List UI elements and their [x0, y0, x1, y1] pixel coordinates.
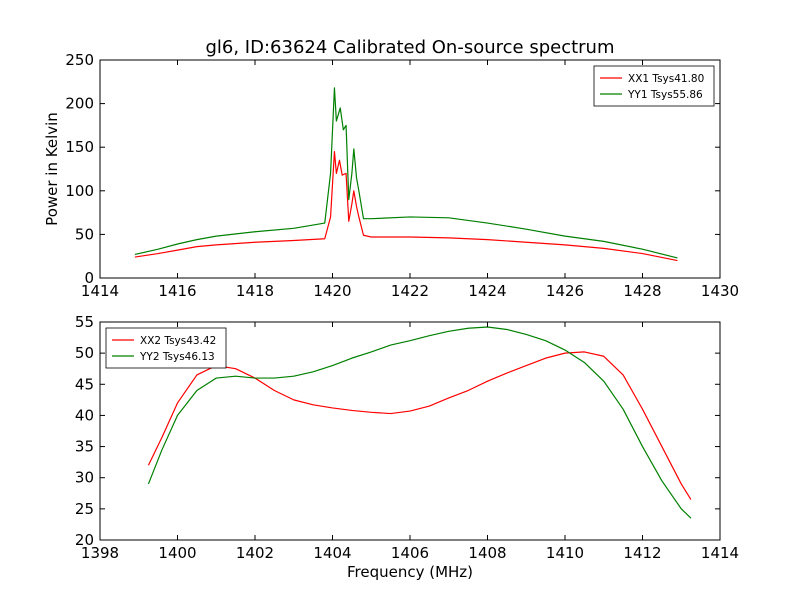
top-legend-label-2: YY1 Tsys55.86: [627, 89, 703, 101]
bottom-y-tick-label: 30: [75, 469, 94, 487]
top-x-tick-label: 1420: [313, 282, 351, 300]
bottom-x-tick-label: 1398: [81, 544, 119, 562]
top-legend: XX1 Tsys41.80 YY1 Tsys55.86: [593, 65, 715, 107]
top-series-line-2: [134, 87, 678, 259]
bottom-y-tick-label: 40: [75, 406, 94, 424]
top-y-tick-label: 200: [65, 95, 94, 113]
top-y-tick-label: 250: [65, 51, 94, 69]
top-x-tick-label: 1428: [623, 282, 661, 300]
bottom-spectrum-panel: 1398 1400 1402 1404 1406 1408 1410 1412 1414 20 25…: [75, 313, 739, 562]
bottom-legend-label-1: XX2 Tsys43.42: [140, 335, 216, 347]
top-x-tick-label: 1414: [81, 282, 119, 300]
bottom-x-tick-label: 1406: [391, 544, 429, 562]
top-x-tick-label: 1424: [468, 282, 506, 300]
top-y-tick-label: 100: [65, 182, 94, 200]
bottom-x-tick-label: 1410: [546, 544, 584, 562]
top-x-tick-label: 1426: [546, 282, 584, 300]
bottom-x-tick-label: 1404: [313, 544, 351, 562]
top-legend-box: [593, 65, 715, 107]
figure-title: gl6, ID:63624 Calibrated On-source spect…: [205, 37, 614, 58]
bottom-legend: XX2 Tsys43.42 YY2 Tsys46.13: [105, 327, 227, 369]
bottom-x-tick-label: 1412: [623, 544, 661, 562]
bottom-series-line-1: [147, 351, 692, 500]
x-axis-label: Frequency (MHz): [347, 563, 473, 581]
bottom-y-tick-label: 35: [75, 438, 94, 456]
bottom-y-tick-label: 20: [75, 531, 94, 549]
bottom-x-tick-label: 1402: [236, 544, 274, 562]
top-x-tick-label: 1422: [391, 282, 429, 300]
bottom-y-tick-label: 55: [75, 313, 94, 331]
top-y-tick-label: 50: [75, 225, 94, 243]
bottom-x-tick-label: 1400: [158, 544, 196, 562]
bottom-x-tick-label: 1414: [701, 544, 739, 562]
bottom-x-tick-label: 1408: [468, 544, 506, 562]
bottom-legend-box: [105, 327, 227, 369]
top-y-tick-label: 0: [84, 269, 94, 287]
top-series-line-1: [134, 150, 678, 262]
top-y-tick-label: 150: [65, 138, 94, 156]
top-x-tick-label: 1416: [158, 282, 196, 300]
bottom-y-tick-label: 25: [75, 500, 94, 518]
bottom-legend-label-2: YY2 Tsys46.13: [139, 351, 215, 363]
y-axis-label: Power in Kelvin: [43, 112, 61, 226]
bottom-series-line-2: [147, 326, 692, 519]
bottom-y-tick-label: 50: [75, 344, 94, 362]
top-x-tick-label: 1430: [701, 282, 739, 300]
top-x-tick-label: 1418: [236, 282, 274, 300]
bottom-y-tick-label: 45: [75, 375, 94, 393]
top-spectrum-panel: 1414 1416 1418 1420 1422 1424 1426 1428 1430 0 50 1…: [65, 51, 739, 300]
top-legend-label-1: XX1 Tsys41.80: [628, 73, 704, 85]
